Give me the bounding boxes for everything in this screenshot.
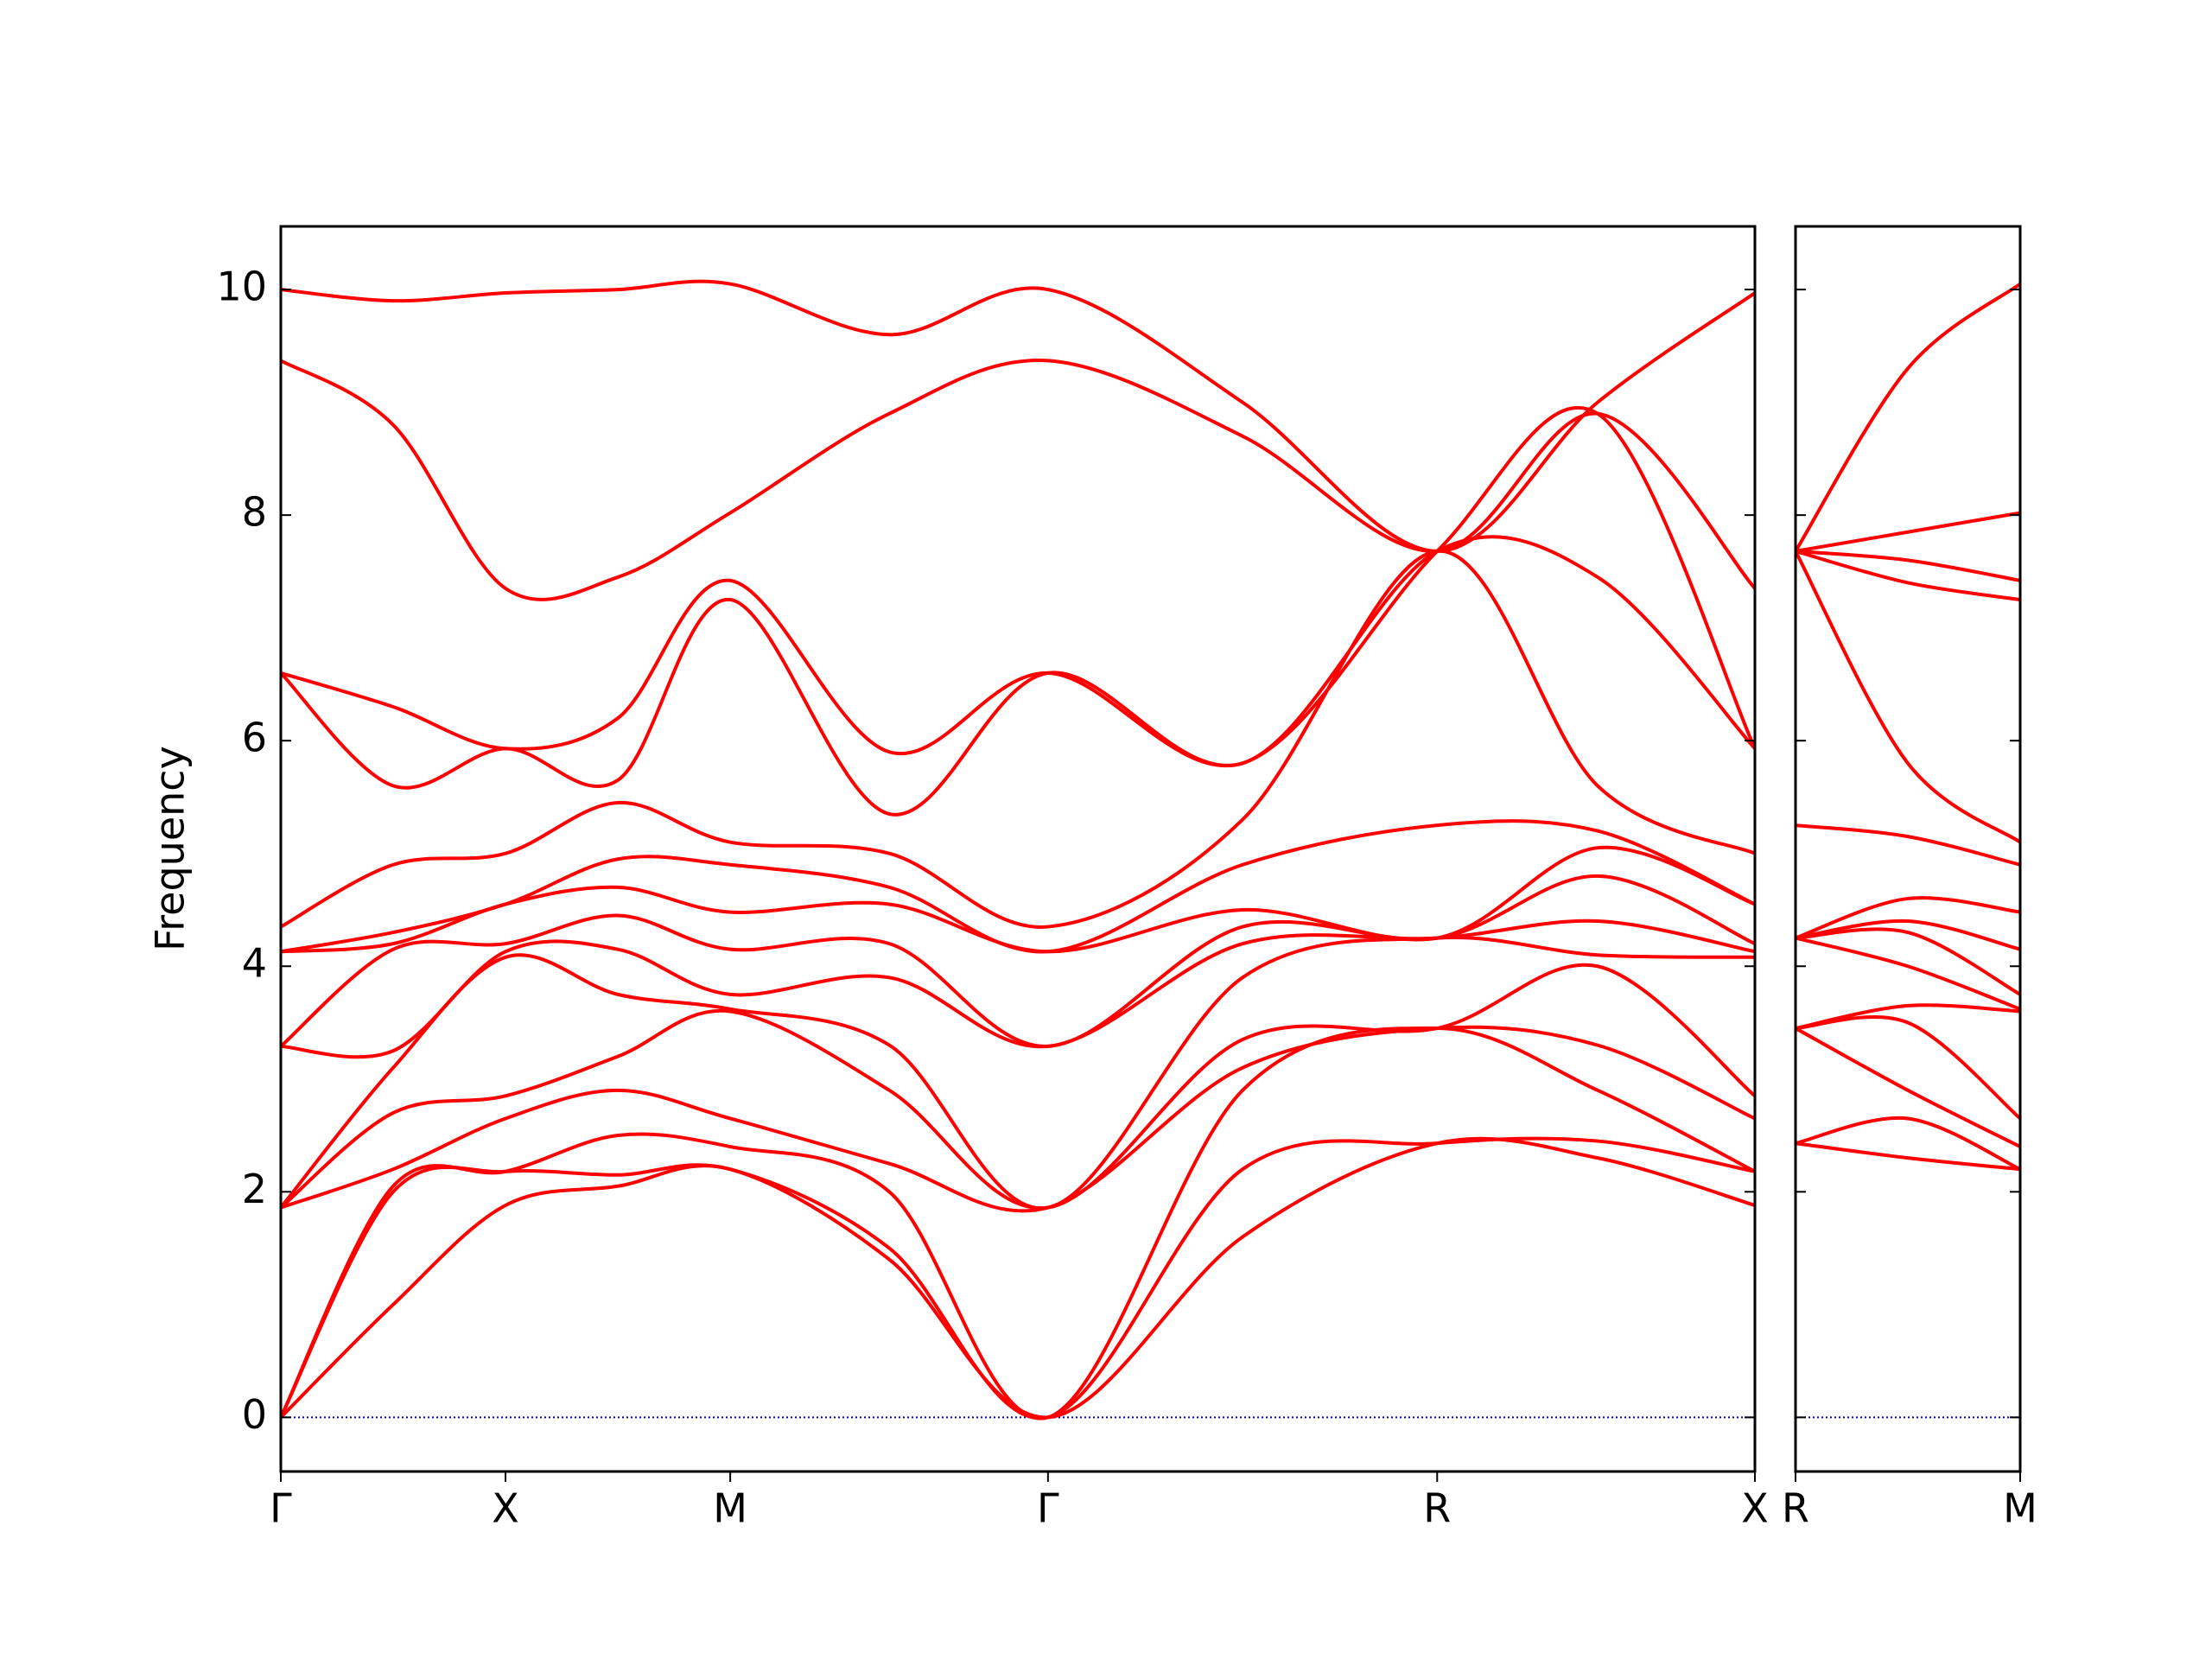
band-line — [281, 405, 1755, 767]
band-line — [1796, 823, 2020, 867]
x-tick-label: Γ — [1037, 1485, 1059, 1532]
band-line — [1796, 511, 2020, 553]
band-line — [281, 819, 1755, 954]
band-line — [1796, 1003, 2020, 1031]
x-tick-label: M — [2003, 1485, 2037, 1532]
x-tick-label: Γ — [270, 1485, 292, 1532]
y-tick-label: 6 — [242, 715, 267, 761]
band-line — [281, 1027, 1755, 1421]
band-line — [1796, 1116, 2020, 1172]
y-axis-label: Frequency — [147, 746, 194, 951]
y-tick-label: 4 — [242, 940, 267, 987]
y-tick-label: 2 — [242, 1166, 267, 1212]
band-line — [1796, 1141, 2020, 1172]
band-line — [1796, 936, 2020, 1011]
y-tick-label: 10 — [216, 264, 267, 310]
x-tick-label: M — [713, 1485, 747, 1532]
plot-frame — [279, 225, 1757, 1473]
band-line — [1796, 896, 2020, 940]
band-line — [1796, 549, 2020, 602]
band-line — [281, 358, 1755, 601]
y-tick-label: 8 — [242, 489, 267, 536]
band-line — [1796, 282, 2020, 552]
x-tick-label: X — [492, 1485, 519, 1532]
band-line — [281, 845, 1755, 954]
band-line — [281, 1025, 1755, 1213]
band-line — [281, 918, 1755, 1059]
band-line — [281, 963, 1755, 1211]
x-tick-label: X — [1741, 1485, 1769, 1532]
x-tick-label: R — [1423, 1485, 1451, 1532]
band-line — [281, 549, 1755, 929]
y-tick-label: 0 — [242, 1391, 267, 1438]
band-line — [281, 1136, 1755, 1421]
band-line — [281, 1136, 1755, 1420]
band-line — [1796, 1027, 2020, 1148]
band-line — [1796, 927, 2020, 996]
x-tick-label: R — [1782, 1485, 1809, 1532]
band-line — [1796, 549, 2020, 582]
plot-frame — [1794, 225, 2022, 1473]
band-line — [281, 279, 1755, 553]
band-line — [1796, 1015, 2020, 1120]
band-line — [281, 936, 1755, 1211]
band-line — [281, 874, 1755, 1048]
band-line — [1796, 550, 2020, 844]
band-line — [1796, 918, 2020, 951]
